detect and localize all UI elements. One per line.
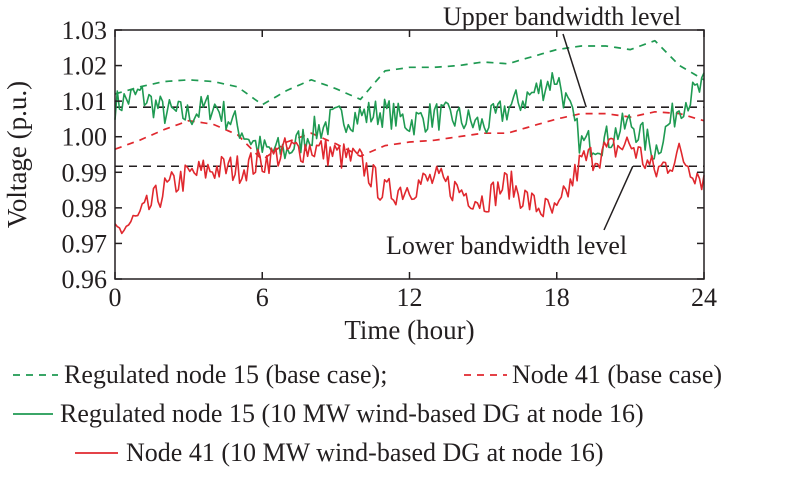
legend-label-3: Regulated node 15 (10 MW wind-based DG a… xyxy=(60,399,644,428)
x-axis: 0 6 12 18 24 xyxy=(109,30,717,312)
series-layer xyxy=(114,39,705,235)
y-tick-label: 0.99 xyxy=(62,158,108,187)
annotations: Upper bandwidth level Lower bandwidth le… xyxy=(386,2,681,260)
legend: Regulated node 15 (base case); Node 41 (b… xyxy=(13,360,722,467)
lower-bandwidth-pointer xyxy=(603,165,634,231)
y-tick-label: 0.96 xyxy=(62,265,108,294)
x-tick-label: 18 xyxy=(544,283,570,312)
series-line-4 xyxy=(114,136,705,235)
y-axis-title: Voltage (p.u.) xyxy=(2,81,32,228)
upper-bandwidth-annotation: Upper bandwidth level xyxy=(443,2,681,31)
y-tick-label: 1.01 xyxy=(62,87,108,116)
y-tick-label: 0.97 xyxy=(62,229,108,258)
x-tick-label: 6 xyxy=(256,283,269,312)
upper-bandwidth-pointer xyxy=(562,33,587,108)
series-line-3 xyxy=(114,72,705,160)
y-tick-label: 1.03 xyxy=(62,16,108,45)
series-line-1 xyxy=(114,39,705,106)
legend-label-2: Node 41 (base case) xyxy=(512,360,722,389)
x-tick-label: 24 xyxy=(691,283,717,312)
lower-bandwidth-annotation: Lower bandwidth level xyxy=(386,231,627,260)
x-axis-title: Time (hour) xyxy=(344,315,474,345)
y-tick-label: 1.02 xyxy=(62,52,108,81)
series-line-2 xyxy=(114,110,705,161)
legend-label-4: Node 41 (10 MW wind-based DG at node 16) xyxy=(126,438,604,467)
legend-label-1: Regulated node 15 (base case); xyxy=(64,360,387,389)
x-tick-label: 0 xyxy=(109,283,122,312)
y-tick-label: 0.98 xyxy=(62,194,108,223)
x-tick-label: 12 xyxy=(397,283,423,312)
y-axis: 0.96 0.97 0.98 0.99 1.00 1.01 1.02 1.03 xyxy=(62,16,704,294)
y-tick-label: 1.00 xyxy=(62,123,108,152)
